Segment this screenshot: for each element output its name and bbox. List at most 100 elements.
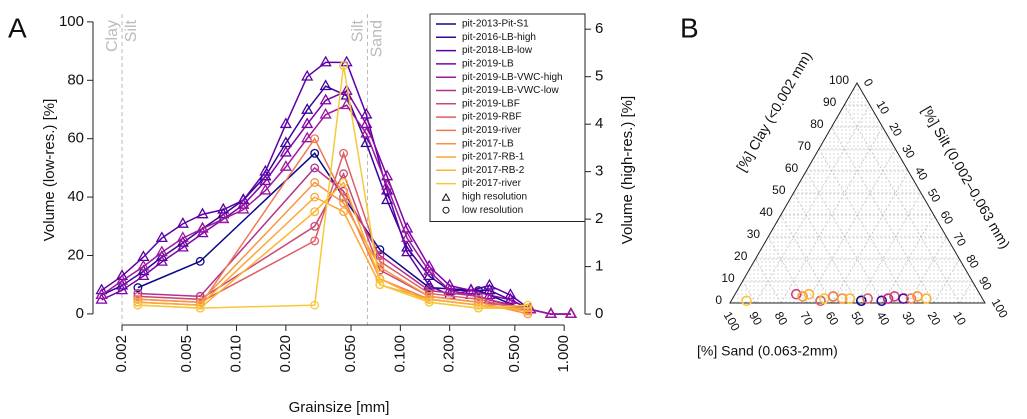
legend-marker (442, 206, 450, 214)
y2-tick-label: 5 (595, 68, 603, 85)
clay-tick-label: 60 (785, 161, 799, 175)
triangle-point (483, 288, 496, 300)
sand-tick-label: 80 (772, 309, 791, 328)
circle-point (523, 309, 533, 319)
sand-tick-label: 30 (899, 309, 918, 328)
x-axis-label: Grainsize [mm] (289, 399, 390, 416)
x-tick-label: 0.020 (277, 335, 294, 373)
legend-label: pit-2019-RBF (462, 112, 521, 123)
boundary-label: Silt (350, 19, 367, 42)
circle-point (133, 289, 143, 298)
legend-label: low resolution (462, 205, 523, 216)
x-tick-label: 0.100 (391, 335, 408, 373)
silt-tick-label: 10 (873, 98, 892, 117)
clay-tick-label: 100 (829, 73, 849, 87)
legend-label: pit-2013-Pit-S1 (462, 19, 529, 30)
clay-axis-title: [%] Clay (<0.002 mm) (733, 49, 815, 175)
triangle-point (564, 307, 578, 319)
ternary-point (876, 295, 888, 307)
panel-label: A (8, 12, 27, 43)
silt-grid-line (857, 192, 922, 304)
triangle-point (155, 255, 168, 266)
circle-point (424, 294, 434, 304)
ternary-point (790, 288, 802, 300)
panel-label: B (680, 12, 699, 43)
ternary-point (836, 293, 848, 304)
triangle-point (360, 136, 373, 148)
circle-point (310, 192, 320, 202)
circle-point (310, 207, 320, 217)
silt-tick-label: 90 (976, 274, 995, 293)
clay-tick-label: 30 (747, 227, 761, 241)
circle-point (310, 300, 320, 310)
triangle-point (237, 202, 250, 214)
boundary-label: Sand (369, 20, 386, 57)
triangle-point (115, 269, 129, 281)
ternary-point (803, 288, 815, 300)
triangle-point (95, 288, 108, 300)
triangle-point (319, 79, 332, 91)
triangle-point (279, 117, 292, 129)
triangle-point (301, 131, 314, 143)
sand-tick-label: 40 (874, 309, 893, 328)
circle-point (339, 192, 348, 202)
legend-label: pit-2019-LB (462, 59, 514, 70)
silt-grid-line (959, 280, 973, 304)
legend-label: pit-2019-LB-VWC-low (462, 85, 559, 96)
ternary-point (797, 291, 808, 302)
circle-point (424, 291, 434, 301)
x-tick-label: 0.500 (506, 335, 523, 373)
legend-label: pit-2019-river (462, 125, 522, 136)
circle-point (339, 178, 348, 187)
triangle-point (381, 179, 394, 190)
circle-point (424, 297, 434, 307)
ternary-point (882, 293, 894, 304)
ternary-point (862, 293, 873, 304)
y2-tick-label: 4 (595, 115, 603, 132)
ternary-point (921, 293, 932, 304)
y2-tick-label: 6 (595, 20, 603, 37)
circle-point (474, 297, 483, 307)
triangle-point (259, 183, 272, 195)
triangle-point (301, 69, 314, 81)
triangle-point (217, 212, 230, 224)
triangle-point (176, 231, 189, 243)
triangle-point (196, 221, 209, 233)
silt-tick-label: 50 (925, 186, 944, 205)
legend-marker (441, 192, 451, 201)
x-tick-label: 0.200 (441, 335, 458, 373)
triangle-point (423, 278, 436, 290)
triangle-point (137, 269, 150, 281)
y2-tick-label: 3 (595, 163, 603, 180)
y-tick-label: 100 (59, 13, 84, 30)
triangle-point (279, 160, 292, 171)
y2-tick-label: 1 (595, 258, 603, 275)
triangle-point (319, 93, 332, 105)
sand-grid-line (793, 192, 858, 304)
clay-tick-label: 40 (759, 205, 773, 219)
series-line (137, 65, 528, 309)
legend-label: pit-2019-LB-VWC-high (462, 72, 563, 83)
triangle-point (237, 198, 250, 209)
triangle-point (279, 145, 292, 157)
series-line (137, 196, 528, 312)
circle-point (133, 297, 143, 307)
triangle-point (544, 307, 557, 319)
circle-point (523, 303, 533, 313)
sand-tick-label: 50 (848, 309, 867, 328)
triangle-point (155, 245, 168, 257)
circle-point (310, 134, 320, 144)
silt-tick-label: 60 (937, 208, 956, 227)
sand-grid-line (818, 148, 909, 304)
triangle-point (401, 245, 414, 257)
silt-tick-label: 100 (989, 296, 1011, 321)
sand-tick-label: 70 (797, 309, 816, 328)
circle-point (310, 163, 320, 173)
triangle-point (360, 126, 373, 138)
legend-label: pit-2017-RB-1 (462, 152, 525, 163)
triangle-point (423, 259, 436, 271)
triangle-point (340, 98, 353, 110)
ternary-point (856, 295, 867, 307)
triangle-point (301, 103, 314, 114)
